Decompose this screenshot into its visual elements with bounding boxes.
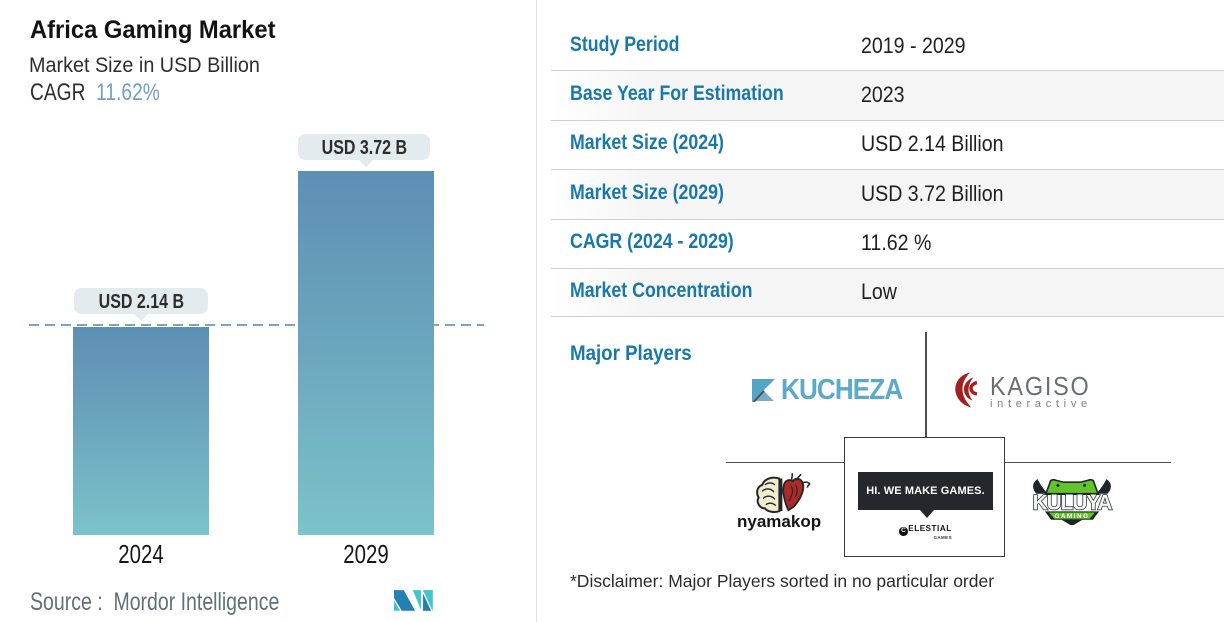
- svg-text:KULUYA: KULUYA: [1033, 491, 1113, 514]
- svg-text:GAMING: GAMING: [1054, 513, 1089, 520]
